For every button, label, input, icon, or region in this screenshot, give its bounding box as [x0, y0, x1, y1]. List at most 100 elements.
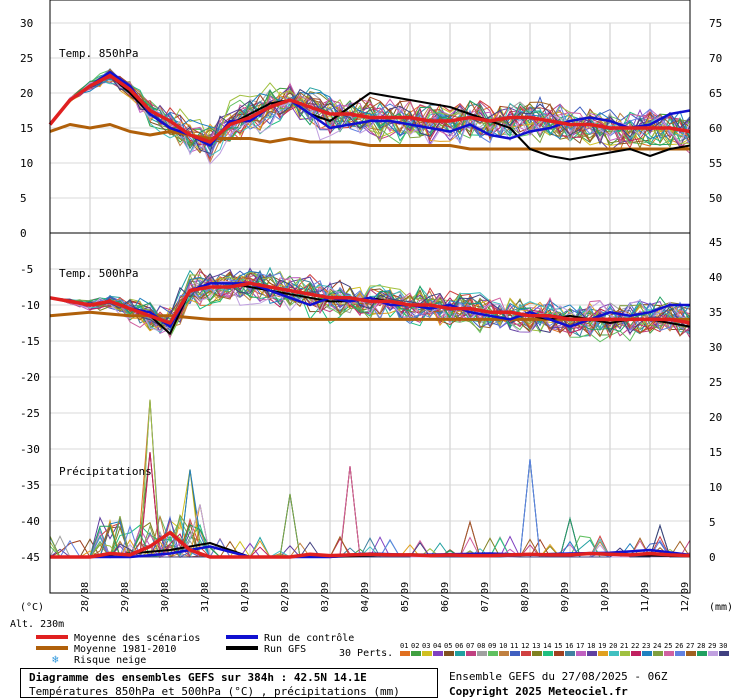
- y-tick-label-left: 30: [20, 17, 33, 30]
- series-line-t850: [49, 70, 691, 147]
- pert-label: 09: [488, 642, 496, 650]
- y-tick-label-left: -40: [20, 515, 40, 528]
- pert-swatch: [587, 651, 597, 656]
- axis-labels: 28/08 29/08 30/08 31/08 01/09 02/09 03/09 04/09…: [20, 17, 722, 612]
- pert-label: 21: [620, 642, 628, 650]
- legend: Moyenne des scénarios Moyenne 1981-2010 …: [36, 632, 354, 666]
- pert-swatch: [697, 651, 707, 656]
- legend-climate-label: Moyenne 1981-2010: [74, 644, 176, 655]
- pert-label: 25: [664, 642, 672, 650]
- y-tick-label-left: -5: [20, 263, 33, 276]
- y-tick-label-left: -35: [20, 479, 40, 492]
- pert-label: 20: [609, 642, 617, 650]
- x-tick-label: 12/09: [680, 582, 691, 612]
- pert-swatch: [510, 651, 520, 656]
- pert-label: 26: [675, 642, 683, 650]
- pert-swatch: [576, 651, 586, 656]
- y-tick-label-left: 25: [20, 52, 33, 65]
- y-tick-label-right: 5: [709, 516, 716, 529]
- pert-label: 03: [422, 642, 430, 650]
- pert-swatch: [499, 651, 509, 656]
- x-tick-label: 08/09: [520, 582, 531, 612]
- y-tick-label-right: 10: [709, 481, 722, 494]
- x-tick-label: 04/09: [360, 582, 371, 612]
- pert-swatch: [642, 651, 652, 656]
- pert-swatch: [620, 651, 630, 656]
- series-line-t850: [49, 123, 690, 151]
- y-tick-label-right: 70: [709, 52, 722, 65]
- perts-label: 30 Perts.: [339, 648, 393, 659]
- y-tick-label-left: 5: [20, 192, 27, 205]
- pert-swatch: [477, 651, 487, 656]
- y-tick-label-right: 50: [709, 192, 722, 205]
- y-tick-label-left: 15: [20, 122, 33, 135]
- pert-swatch: [543, 651, 553, 656]
- panel-label-t850: Temp. 850hPa: [59, 47, 138, 60]
- y-tick-label-left: -10: [20, 299, 40, 312]
- lower-panel-frame: [49, 232, 691, 594]
- pert-label: 10: [499, 642, 507, 650]
- pert-swatch: [598, 651, 608, 656]
- pert-label: 23: [642, 642, 650, 650]
- pert-label: 08: [477, 642, 485, 650]
- x-tick-label: 07/09: [480, 582, 491, 612]
- pert-label: 01: [400, 642, 408, 650]
- pert-swatch: [554, 651, 564, 656]
- pert-label: 12: [521, 642, 529, 650]
- x-tick-label: 10/09: [600, 582, 611, 612]
- pert-swatch: [675, 651, 685, 656]
- pert-label: 22: [631, 642, 639, 650]
- y-tick-label-right: 40: [709, 271, 722, 284]
- y-tick-label-right: 55: [709, 157, 722, 170]
- series-line-precip: [50, 530, 691, 559]
- ensemble-member-precip: [50, 523, 690, 558]
- y-tick-label-left: 20: [20, 87, 33, 100]
- pert-swatch: [532, 651, 542, 656]
- main-series-lines: [48, 70, 691, 559]
- pert-swatch: [433, 651, 443, 656]
- pert-label: 15: [554, 642, 562, 650]
- pert-label: 29: [708, 642, 716, 650]
- y-tick-label-right: 15: [709, 446, 722, 459]
- pert-swatch: [466, 651, 476, 656]
- y-tick-label-right: 75: [709, 17, 722, 30]
- y-tick-label-right: 0: [709, 551, 716, 564]
- pert-label: 17: [576, 642, 584, 650]
- x-tick-label: 31/08: [200, 582, 211, 612]
- y-tick-label-left: 0: [20, 227, 27, 240]
- pert-label: 19: [598, 642, 606, 650]
- plot-frames: [49, 0, 691, 594]
- y-tick-label-left: -45: [20, 551, 40, 564]
- perturbation-legend: 01 02 03 04 05 06 07 08 09 10 11 12 13 14 15 16 17 18 19 20…: [400, 642, 729, 656]
- y-tick-label-right: 25: [709, 376, 722, 389]
- pert-swatch: [455, 651, 465, 656]
- pert-swatch: [488, 651, 498, 656]
- legend-gfs-label: Run GFS: [264, 644, 306, 655]
- pert-label: 14: [543, 642, 551, 650]
- y-tick-label-left: 10: [20, 157, 33, 170]
- ensemble-member-t850: [49, 76, 691, 147]
- pert-swatch: [521, 651, 531, 656]
- caption-box: Diagramme des ensembles GEFS sur 384h : …: [20, 668, 438, 698]
- pert-swatch: [708, 651, 718, 656]
- pert-swatch: [422, 651, 432, 656]
- ensemble-member-t500: [49, 272, 691, 334]
- pert-swatch: [631, 651, 641, 656]
- y-tick-label-left: -30: [20, 443, 40, 456]
- pert-label: 27: [686, 642, 694, 650]
- chart-title: Diagramme des ensembles GEFS sur 384h : …: [29, 671, 367, 684]
- y-tick-label-right: 65: [709, 87, 722, 100]
- pert-swatch: [664, 651, 674, 656]
- legend-control-label: Run de contrôle: [264, 632, 354, 644]
- pert-label: 06: [455, 642, 463, 650]
- series-line-t500: [49, 281, 691, 325]
- pert-label: 02: [411, 642, 419, 650]
- pert-swatch: [719, 651, 729, 656]
- y-tick-label-right: 35: [709, 306, 722, 319]
- x-tick-label: 01/09: [240, 582, 251, 612]
- y-tick-label-right: 20: [709, 411, 722, 424]
- x-tick-label: 03/09: [320, 582, 331, 612]
- x-tick-label: 05/09: [400, 582, 411, 612]
- x-tick-label: 11/09: [640, 582, 651, 612]
